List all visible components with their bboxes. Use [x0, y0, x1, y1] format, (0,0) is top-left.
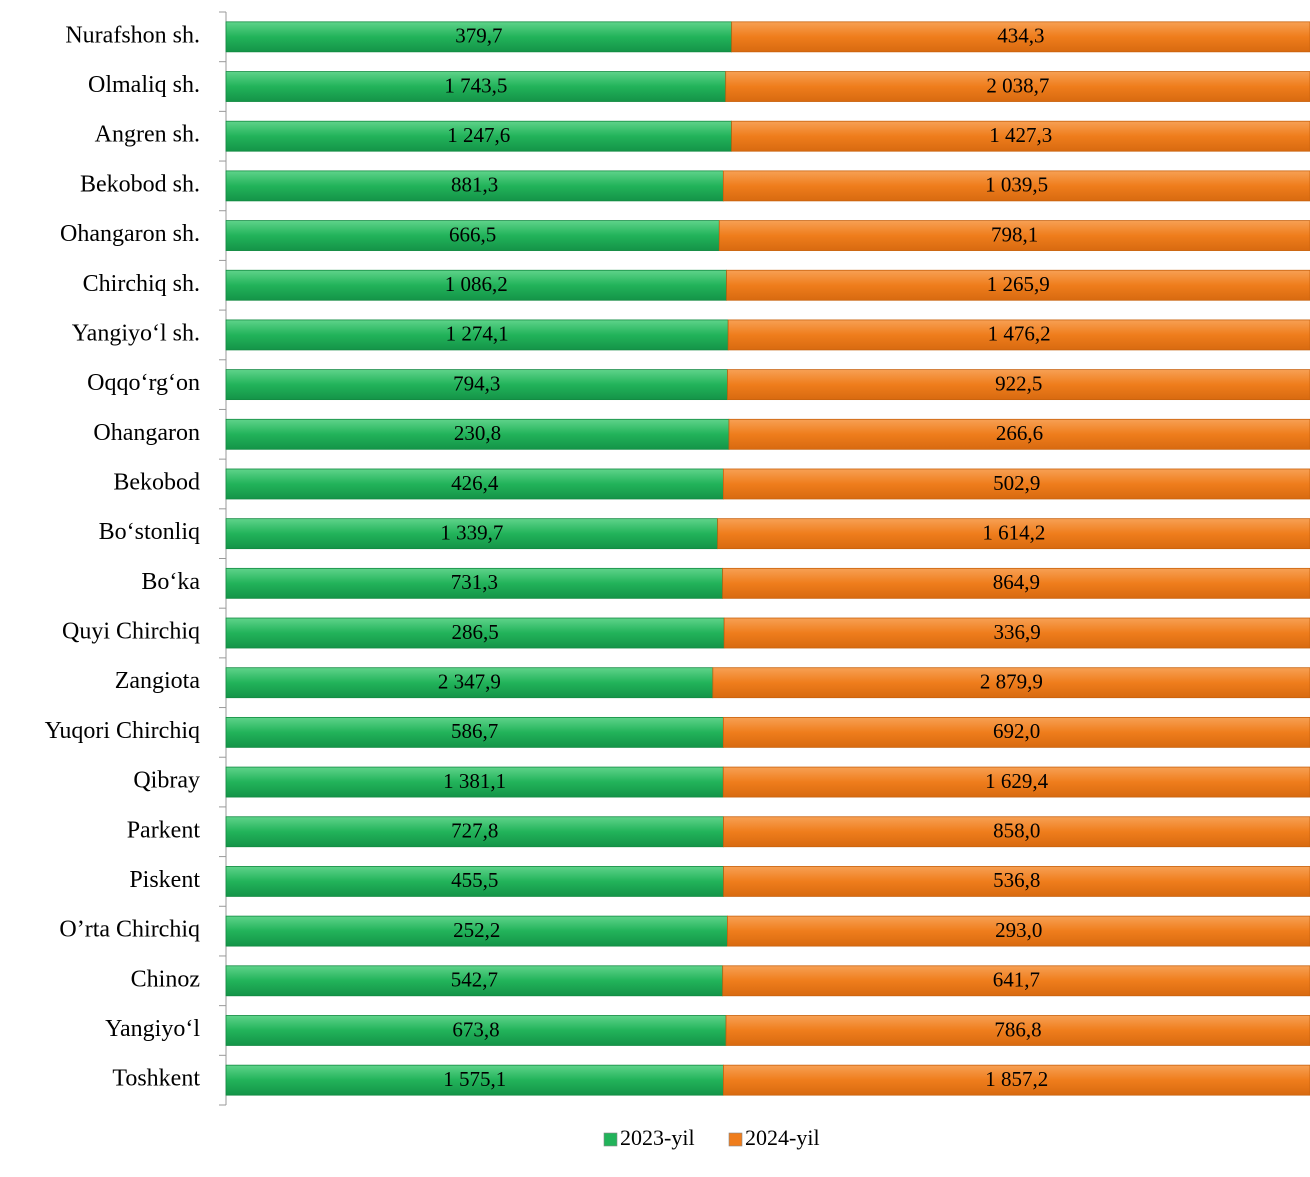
- data-label: 1 476,2: [988, 322, 1051, 346]
- legend-label: 2024-yil: [745, 1125, 820, 1150]
- data-label: 293,0: [995, 918, 1042, 942]
- category-label: Qibray: [133, 768, 200, 794]
- data-label: 252,2: [453, 918, 500, 942]
- data-label: 727,8: [451, 819, 498, 843]
- data-label: 641,7: [993, 968, 1040, 992]
- category-label: Nurafshon sh.: [65, 22, 200, 48]
- category-label: Bo‘stonliq: [99, 519, 200, 545]
- data-label: 536,8: [993, 868, 1040, 892]
- data-label: 1 039,5: [985, 173, 1048, 197]
- data-label: 1 086,2: [445, 272, 508, 296]
- data-label: 434,3: [997, 24, 1044, 48]
- category-label: O’rta Chirchiq: [59, 917, 200, 943]
- data-label: 1 339,7: [440, 520, 503, 544]
- data-label: 1 857,2: [985, 1067, 1048, 1091]
- data-label: 798,1: [991, 222, 1038, 246]
- category-label: Quyi Chirchiq: [62, 619, 200, 645]
- data-label: 266,6: [996, 421, 1043, 445]
- data-label: 1 247,6: [447, 123, 510, 147]
- data-label: 2 347,9: [438, 670, 501, 694]
- legend-label: 2023-yil: [620, 1125, 695, 1150]
- category-label: Parkent: [127, 817, 201, 843]
- data-label: 1 381,1: [443, 769, 506, 793]
- category-label: Chinoz: [131, 966, 200, 992]
- data-label: 426,4: [451, 471, 499, 495]
- data-label: 1 265,9: [987, 272, 1050, 296]
- data-label: 1 614,2: [982, 520, 1045, 544]
- data-label: 336,9: [993, 620, 1040, 644]
- data-label: 786,8: [994, 1017, 1041, 1041]
- data-label: 666,5: [449, 222, 496, 246]
- legend-swatch: [729, 1133, 742, 1146]
- data-label: 673,8: [452, 1017, 499, 1041]
- data-label: 864,9: [993, 570, 1040, 594]
- category-label: Bo‘ka: [141, 569, 200, 595]
- data-label: 731,3: [451, 570, 498, 594]
- data-label: 1 575,1: [443, 1067, 506, 1091]
- data-label: 858,0: [993, 819, 1040, 843]
- legend-swatch: [604, 1133, 617, 1146]
- data-label: 379,7: [455, 24, 502, 48]
- data-label: 455,5: [451, 868, 498, 892]
- data-label: 881,3: [451, 173, 498, 197]
- data-label: 692,0: [993, 719, 1040, 743]
- data-label: 502,9: [993, 471, 1040, 495]
- category-label: Yuqori Chirchiq: [45, 718, 200, 744]
- data-label: 794,3: [453, 371, 500, 395]
- category-label: Piskent: [129, 867, 200, 893]
- category-label: Chirchiq sh.: [83, 271, 200, 297]
- category-label: Zangiota: [115, 668, 201, 694]
- category-label: Yangiyo‘l: [105, 1016, 200, 1042]
- data-label: 230,8: [454, 421, 501, 445]
- data-label: 586,7: [451, 719, 498, 743]
- category-label: Ohangaron sh.: [60, 221, 200, 247]
- category-label: Angren sh.: [95, 122, 200, 148]
- category-label: Oqqo‘rg‘on: [87, 370, 200, 396]
- data-label: 542,7: [451, 968, 498, 992]
- data-label: 2 038,7: [986, 73, 1049, 97]
- category-label: Bekobod sh.: [80, 171, 200, 197]
- category-label: Ohangaron: [93, 420, 200, 446]
- chart: Nurafshon sh. 379,7 434,3 Olmaliq sh. 1 743,…: [0, 0, 1310, 1177]
- data-label: 1 427,3: [989, 123, 1052, 147]
- data-label: 1 743,5: [444, 73, 507, 97]
- data-label: 286,5: [451, 620, 498, 644]
- category-label: Yangiyo‘l sh.: [72, 320, 200, 346]
- data-label: 2 879,9: [980, 670, 1043, 694]
- category-label: Toshkent: [112, 1066, 200, 1092]
- category-label: Bekobod: [113, 469, 200, 495]
- data-label: 922,5: [995, 371, 1042, 395]
- data-label: 1 274,1: [446, 322, 509, 346]
- category-label: Olmaliq sh.: [88, 72, 200, 98]
- data-label: 1 629,4: [985, 769, 1049, 793]
